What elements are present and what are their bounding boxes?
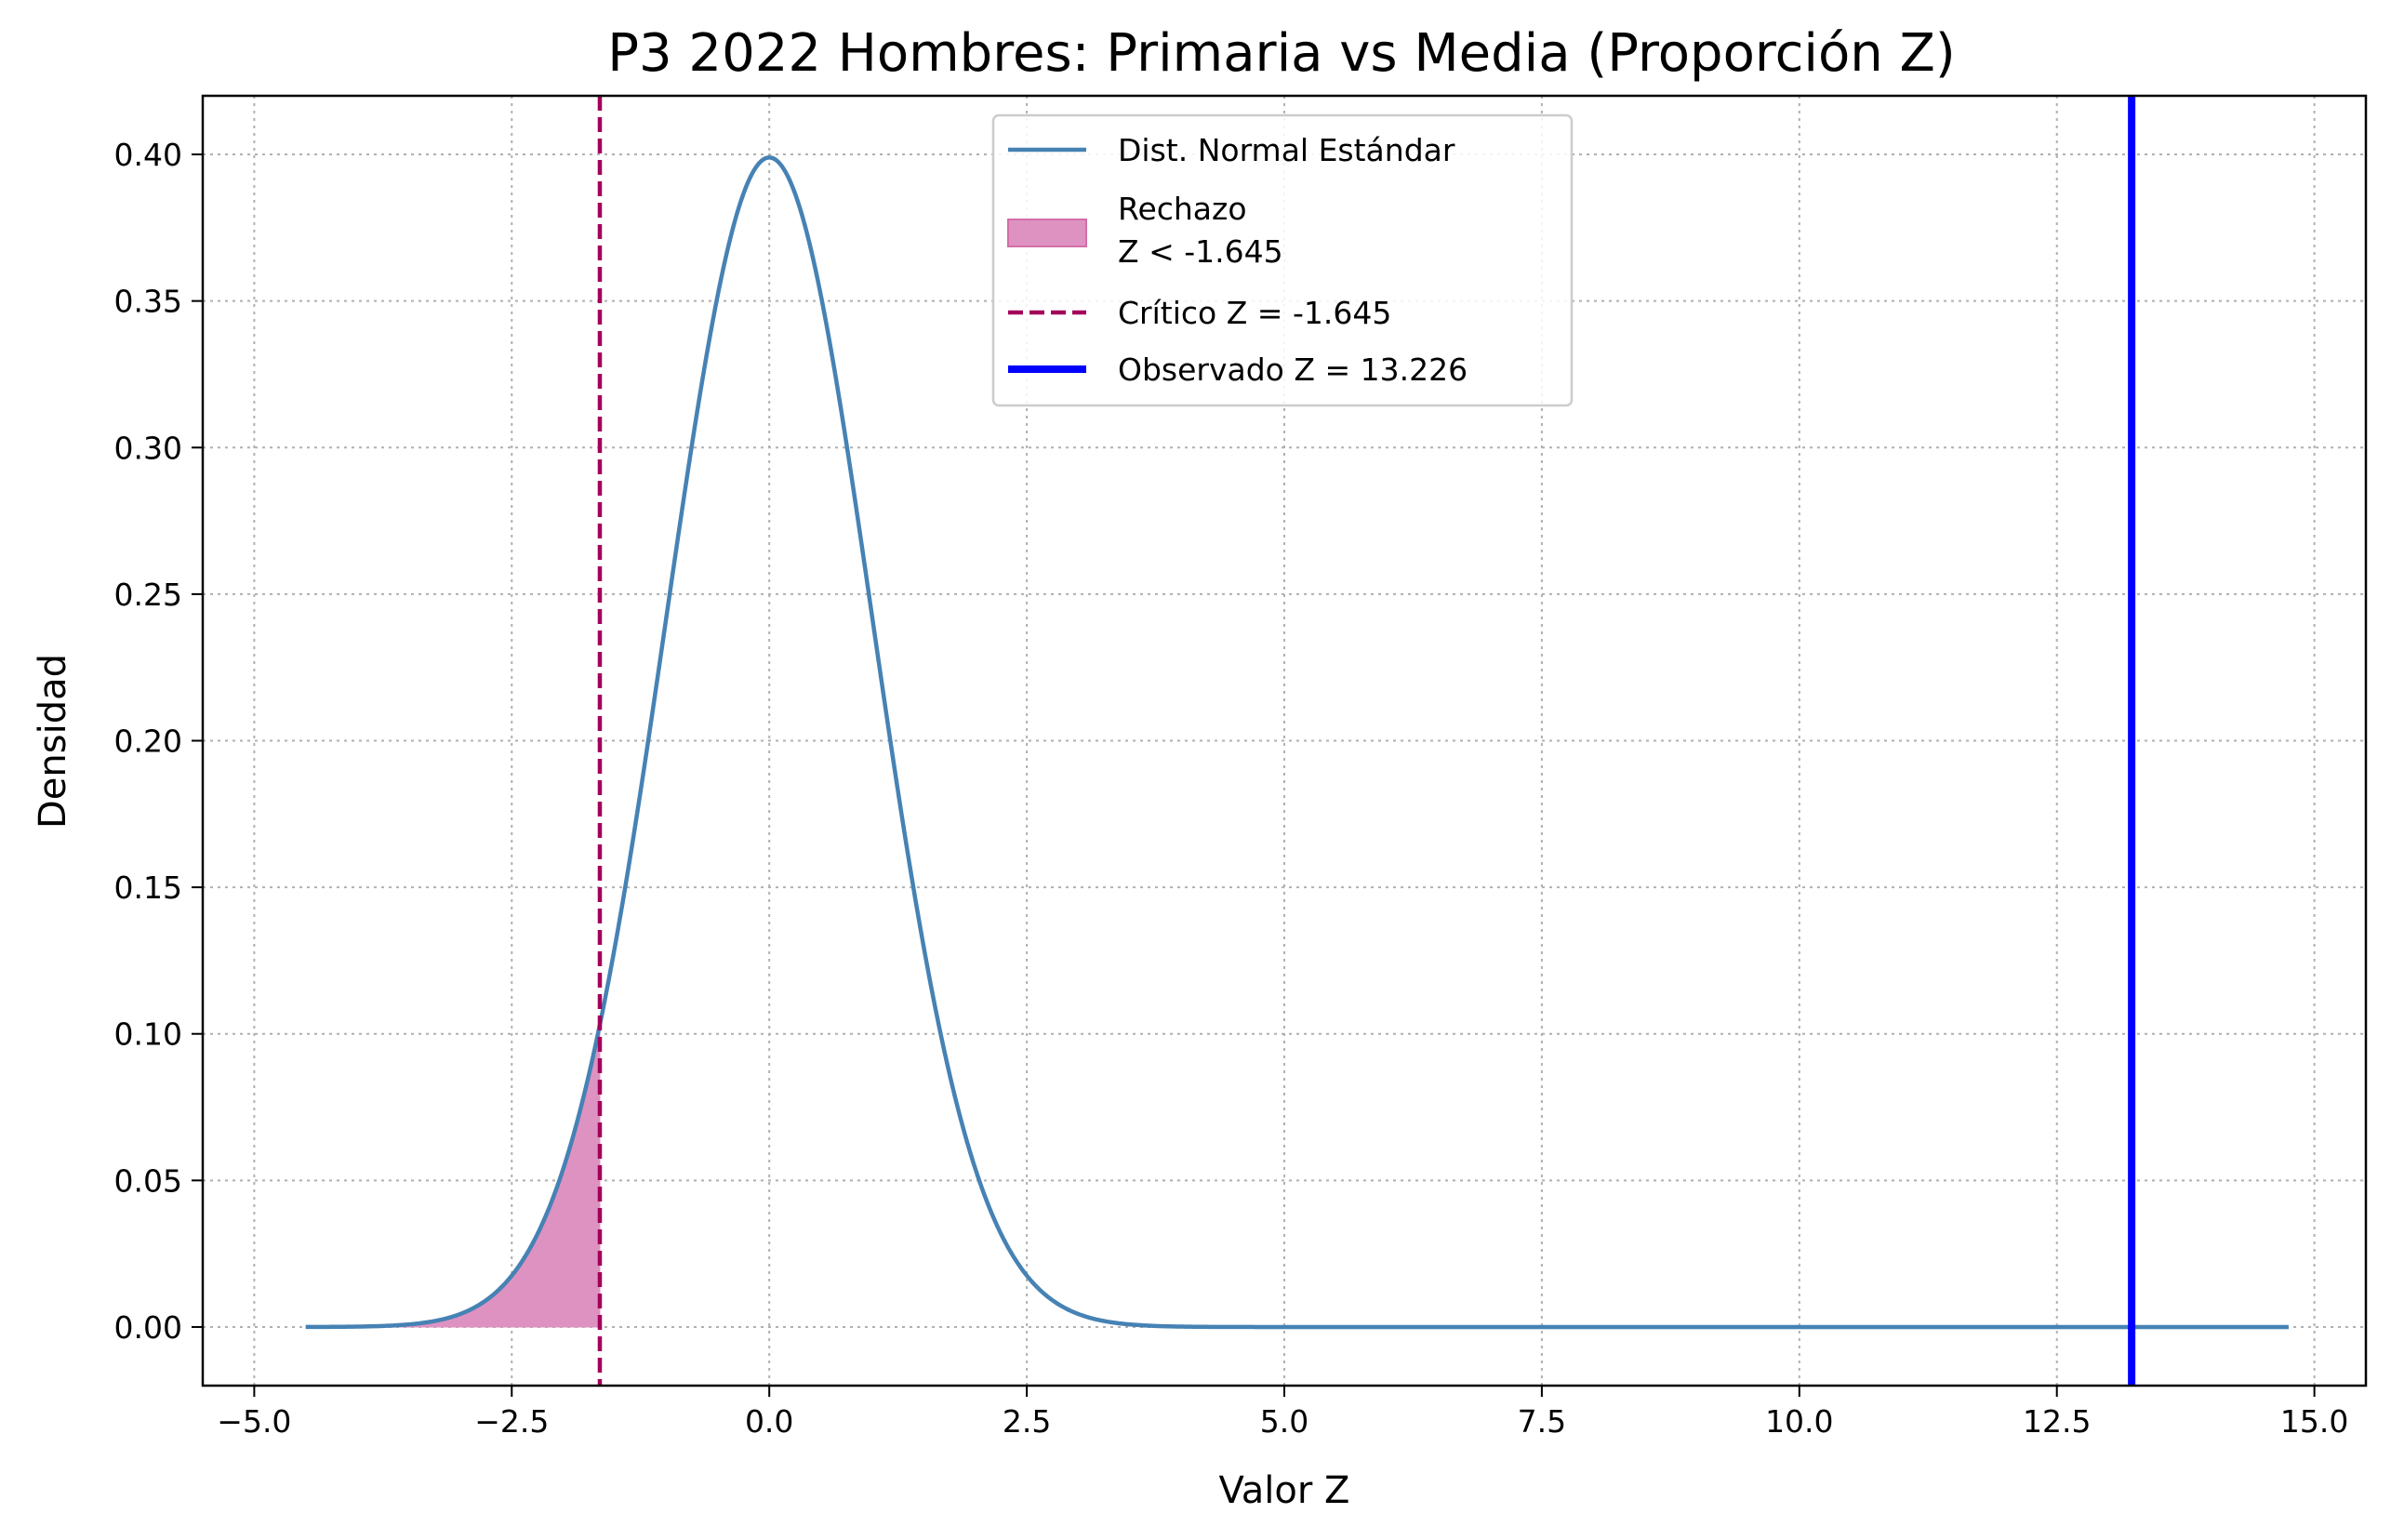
y-tick-label: 0.30 xyxy=(114,430,182,466)
legend-box xyxy=(991,113,1574,407)
data-layer xyxy=(305,96,2289,1386)
x-axis-label: Valor Z xyxy=(1219,1469,1350,1512)
y-tick-label: 0.35 xyxy=(114,284,182,320)
legend-label-observed: Observado Z = 13.226 xyxy=(1118,352,1468,388)
legend-label-critical: Crítico Z = -1.645 xyxy=(1118,295,1391,331)
x-tick-label: 12.5 xyxy=(2023,1403,2091,1440)
y-tick-label: 0.10 xyxy=(114,1016,182,1053)
y-axis-label: Densidad xyxy=(32,654,74,829)
y-tick-label: 0.15 xyxy=(114,870,182,906)
x-tick-label: 5.0 xyxy=(1260,1403,1308,1440)
normal-curve-line xyxy=(305,155,2289,1330)
legend: Dist. Normal Estándar Rechazo Z < -1.645 Cr… xyxy=(991,113,1574,407)
y-tick-label: 0.20 xyxy=(114,724,182,760)
x-tick-label: 7.5 xyxy=(1518,1403,1566,1440)
x-tick-label: −5.0 xyxy=(217,1403,291,1440)
ticks-layer: −5.0 −2.5 0.0 2.5 5.0 7.5 10.0 12.5 15.0 0.00 0.05… xyxy=(114,137,2349,1440)
y-tick-label: 0.05 xyxy=(114,1162,182,1199)
y-tick-label: 0.00 xyxy=(114,1309,182,1346)
x-tick-label: 2.5 xyxy=(1003,1403,1051,1440)
legend-label-rejection: Rechazo Z < -1.645 xyxy=(1118,191,1283,270)
legend-label-curve: Dist. Normal Estándar xyxy=(1118,132,1455,168)
x-tick-label: 15.0 xyxy=(2280,1403,2348,1440)
x-tick-label: 10.0 xyxy=(1765,1403,1833,1440)
chart-title: P3 2022 Hombres: Primaria vs Media (Prop… xyxy=(607,23,1956,84)
legend-handle-rejection xyxy=(1007,219,1087,247)
x-tick-label: 0.0 xyxy=(745,1403,793,1440)
y-tick-label: 0.40 xyxy=(114,137,182,173)
y-tick-label: 0.25 xyxy=(114,577,182,613)
x-tick-label: −2.5 xyxy=(474,1403,549,1440)
